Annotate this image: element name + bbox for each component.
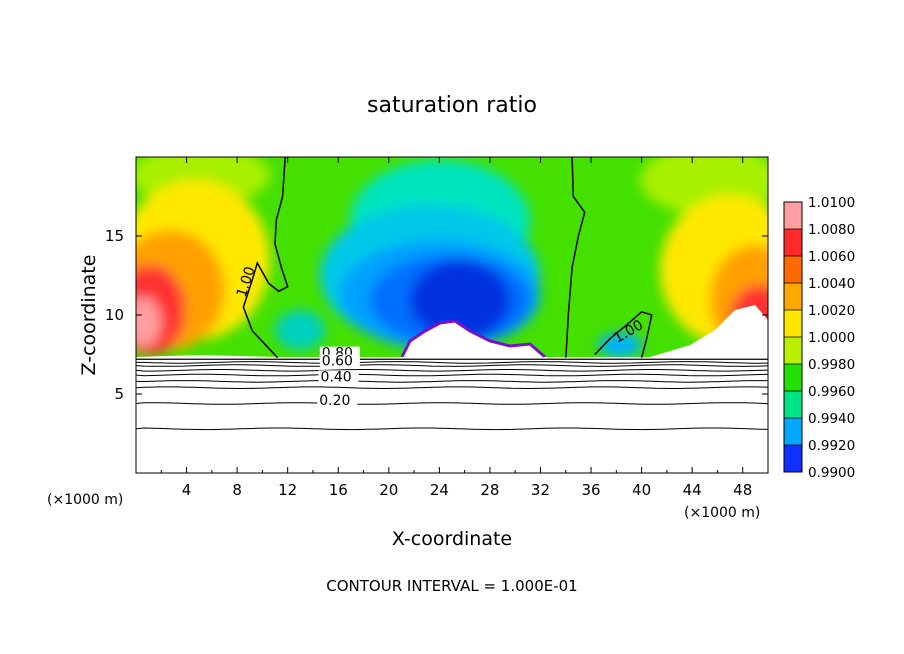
colorbar-label: 0.9960: [808, 384, 855, 400]
contour-line: [135, 427, 769, 431]
x-tick-label: 4: [182, 481, 192, 499]
colorbar-swatch: [784, 364, 802, 392]
x-tick-label: 16: [329, 481, 348, 499]
contour-label: 0.20: [319, 393, 350, 409]
saturation-field: [136, 157, 768, 357]
x-tick-label: 8: [232, 481, 242, 499]
colorbar-label: 1.0080: [808, 222, 855, 238]
colorbar-swatch: [784, 445, 802, 473]
colorbar-label: 1.0060: [808, 249, 855, 265]
contour-line: [135, 373, 769, 377]
contour-label-bg: [319, 354, 360, 368]
x-tick-label: 32: [531, 481, 550, 499]
contour-line: [135, 380, 768, 383]
x-tick-label: 28: [480, 481, 499, 499]
x-tick-label: 36: [581, 481, 600, 499]
y-tick-label: 15: [105, 227, 124, 245]
contour-line: [135, 364, 769, 367]
y-axis-label: Z-coordinate: [78, 255, 100, 376]
x-tick-label: 20: [379, 481, 398, 499]
contour-label-bg: [318, 370, 359, 384]
colorbar-swatch: [784, 202, 802, 230]
colorbar-swatch: [784, 256, 802, 284]
colorbar-label: 1.0020: [808, 303, 855, 319]
colorbar-label: 0.9940: [808, 411, 855, 427]
x-axis-label: X-coordinate: [392, 528, 512, 550]
colorbar-swatch: [784, 310, 802, 338]
colorbar-label: 1.0000: [808, 330, 855, 346]
x-tick-label: 44: [683, 481, 702, 499]
colorbar-swatch: [784, 337, 802, 365]
contour-line: [135, 369, 769, 372]
contour-line: [135, 402, 769, 405]
contour-line: [136, 361, 769, 364]
colorbar: 1.0100 1.0080 1.0060 1.0040 1.0020 1.0000 0.99…: [783, 195, 855, 481]
colorbar-swatch: [784, 229, 802, 257]
colorbar-label: 0.9920: [808, 438, 855, 454]
contour-lines: [135, 156, 769, 431]
y-tick-label: 10: [105, 306, 124, 324]
colorbar-label: 1.0100: [808, 195, 855, 211]
chart-title: saturation ratio: [367, 93, 537, 118]
contour-line-1-00: [565, 156, 586, 358]
contour-label-bg: [317, 394, 358, 408]
contour-interval-note: CONTOUR INTERVAL = 1.000E-01: [326, 577, 577, 595]
colorbar-label: 0.9980: [808, 357, 855, 373]
y-tick-label: 5: [114, 385, 124, 403]
x-unit-left: (×1000 m): [47, 492, 123, 508]
contour-line: [135, 386, 769, 390]
x-unit-right: (×1000 m): [684, 505, 760, 521]
colorbar-label: 1.0040: [808, 276, 855, 292]
x-tick-label: 12: [278, 481, 297, 499]
x-tick-label: 40: [632, 481, 651, 499]
colorbar-swatch: [784, 283, 802, 311]
x-tick-label: 24: [430, 481, 449, 499]
x-tick-label: 48: [733, 481, 752, 499]
contour-line-1-00: [242, 156, 289, 359]
contour-label: 0.40: [321, 369, 352, 385]
contour-label: 0.60: [322, 354, 353, 370]
x-axis-ticks: 4 8 12 16 20 24 28 32 36 40 44 48: [160, 157, 752, 499]
contour-line-1-00: [594, 310, 653, 358]
y-axis-ticks: 5 10 15: [105, 227, 768, 403]
colorbar-swatch: [784, 418, 802, 446]
colorbar-label: 0.9900: [808, 465, 855, 481]
colorbar-swatch: [784, 391, 802, 419]
